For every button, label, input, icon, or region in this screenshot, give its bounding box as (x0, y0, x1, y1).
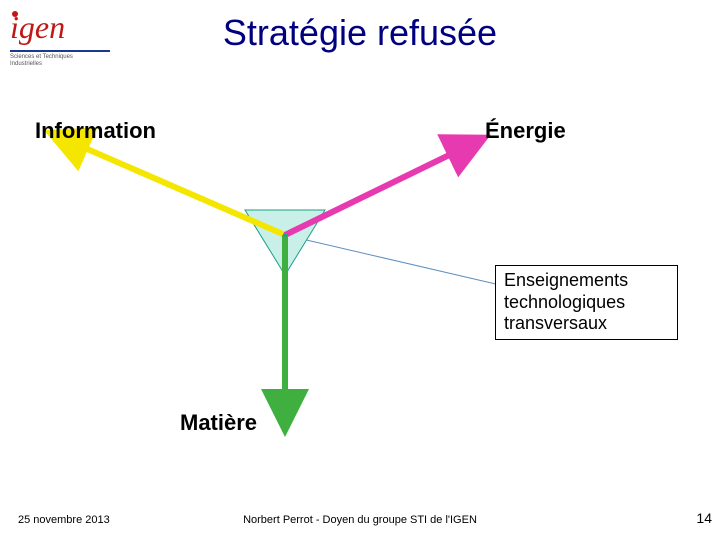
footer-page-num: 14 (696, 510, 712, 526)
label-energie: Énergie (485, 118, 566, 144)
center-dot (283, 233, 287, 237)
label-matiere: Matière (180, 410, 257, 436)
connector-line (285, 235, 500, 285)
box-enseignements: Enseignements technologiques transversau… (495, 265, 678, 340)
arrow-energie (285, 140, 480, 235)
label-information: Information (35, 118, 156, 144)
arrow-information (55, 135, 285, 235)
footer-author: Norbert Perrot - Doyen du groupe STI de … (0, 514, 720, 526)
